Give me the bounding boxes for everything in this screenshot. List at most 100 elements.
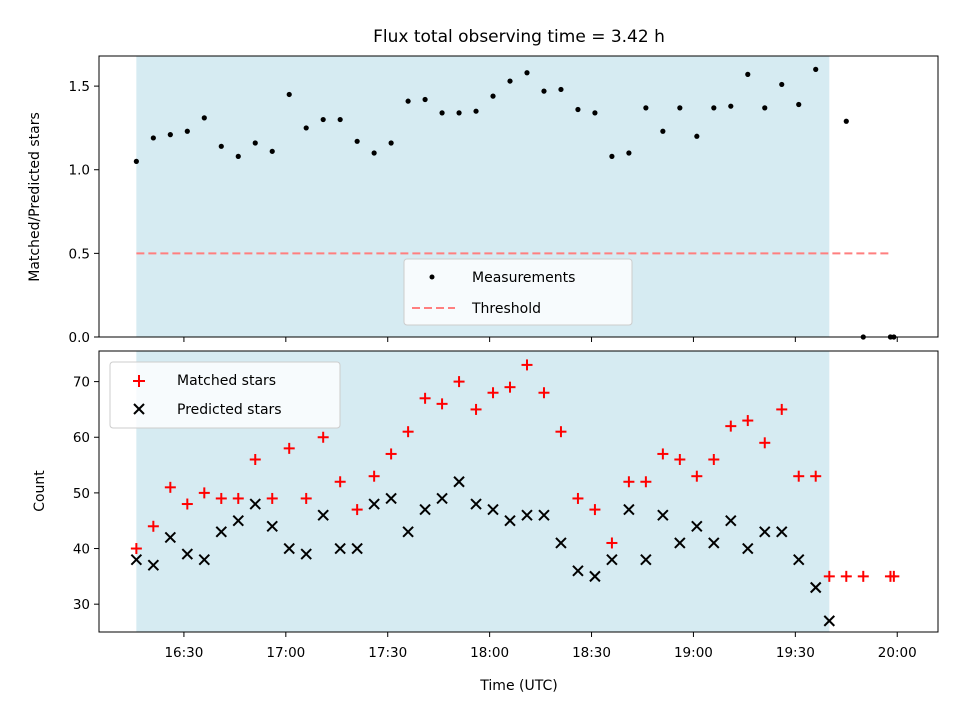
matched-star-point: [640, 476, 652, 488]
predicted-star-point: [147, 559, 160, 571]
matched-star-point: [487, 387, 499, 399]
matched-star-point: [538, 387, 550, 399]
measurement-point: [473, 108, 479, 114]
top-y-axis: 0.0 0.5 1.0 1.5: [69, 79, 99, 346]
x-b: [351, 542, 363, 555]
predicted-star-point: [334, 542, 346, 555]
measurement-point: [558, 86, 564, 93]
measurement-point: [609, 153, 615, 159]
matched-star-point: [147, 520, 159, 532]
predicted-star-point: [249, 498, 261, 510]
matched-star-point: [623, 476, 635, 488]
measurement-point: [184, 128, 190, 134]
x-tick-label: 16:30: [164, 645, 203, 661]
predicted-star-point: [810, 581, 822, 594]
bottom-legend: Matched stars Predicted stars: [109, 361, 341, 429]
predicted-star-point: [368, 498, 380, 510]
top-panel: 0.0 0.5 1.0 1.5 Matched/Predicted stars Mea…: [27, 55, 939, 346]
matched-star-point: [657, 448, 669, 460]
measurement-point: [201, 115, 207, 121]
x-b: [419, 503, 431, 516]
bottom-x-axis: 16:30 17:00 17:30 18:00 18:30 19:00 19:30 20:00: [164, 632, 917, 661]
predicted-star-point: [504, 515, 516, 527]
predicted-star-point: [266, 520, 278, 532]
top-series: [133, 66, 897, 340]
x-b: [504, 515, 516, 527]
y-tick-label: 50: [73, 486, 90, 502]
chart-title: Flux total observing time = 3.42 h: [373, 27, 665, 47]
y-tick-label: 40: [73, 542, 90, 558]
x-b: [623, 503, 635, 516]
x-b: [691, 520, 703, 532]
measurement-point: [796, 101, 802, 108]
bottom-legend-box: [109, 361, 341, 429]
matched-star-point: [300, 492, 312, 504]
measurement-point: [269, 148, 275, 154]
x-b: [402, 526, 414, 538]
legend-predicted-marker: [133, 403, 145, 415]
predicted-star-point: [606, 553, 618, 566]
matched-star-point: [888, 570, 900, 582]
matched-star-point: [810, 470, 822, 482]
matched-star-point: [368, 470, 380, 482]
measurement-point: [813, 66, 819, 72]
x-tick-label: 17:00: [266, 645, 305, 661]
x-b: [232, 515, 244, 527]
predicted-star-point: [623, 503, 635, 516]
measurement-point: [303, 125, 309, 131]
measurement-point: [524, 70, 530, 76]
x-tick-label: 19:30: [776, 645, 815, 661]
predicted-star-point: [640, 553, 652, 566]
top-y-axis-label: Matched/Predicted stars: [27, 112, 43, 282]
x-b: [470, 498, 482, 510]
x-b: [130, 553, 143, 566]
matched-star-point: [776, 403, 788, 415]
x-b: [572, 565, 584, 577]
matched-star-point: [351, 504, 363, 516]
predicted-star-point: [453, 476, 465, 488]
matched-star-point: [419, 392, 431, 404]
y-tick-label: 1.5: [69, 79, 90, 95]
x-b: [555, 537, 567, 549]
predicted-star-point: [759, 526, 771, 538]
legend-predicted-label: Predicted stars: [177, 402, 282, 418]
measurement-point: [762, 105, 768, 111]
matched-star-point: [823, 570, 835, 582]
measurement-point: [660, 128, 666, 134]
y-tick-label: 60: [73, 430, 90, 446]
matched-star-point: [385, 448, 397, 460]
legend-threshold-label: Threshold: [471, 301, 541, 317]
bottom-axes-frame: [98, 350, 939, 633]
matched-star-point: [232, 492, 244, 504]
matched-star-point: [453, 376, 465, 388]
legend-measurements-label: Measurements: [472, 270, 575, 286]
matched-star-point: [606, 537, 618, 549]
predicted-star-point: [402, 526, 414, 538]
x-b: [657, 509, 669, 521]
predicted-star-point: [691, 520, 703, 532]
measurement-point: [779, 81, 785, 88]
x-b: [810, 581, 822, 594]
measurement-point: [320, 116, 326, 123]
bottom-x-axis-label: Time (UTC): [479, 678, 557, 694]
measurement-point: [592, 110, 598, 116]
measurement-point: [745, 71, 751, 77]
predicted-star-point: [742, 542, 754, 555]
x-b: [538, 509, 550, 521]
x-tick-label: 20:00: [878, 645, 917, 661]
predicted-star-point: [300, 548, 312, 560]
measurement-point: [677, 105, 683, 111]
x-b: [742, 542, 754, 555]
x-b: [334, 542, 346, 555]
x-b: [606, 553, 618, 566]
predicted-star-point: [823, 615, 836, 627]
measurement-point: [456, 110, 462, 116]
measurement-point: [252, 140, 258, 146]
matched-star-point: [130, 543, 142, 555]
y-tick-label: 0.0: [69, 330, 90, 346]
predicted-star-point: [181, 548, 194, 560]
measurement-point: [643, 105, 649, 111]
bottom-panel: 30 40 50 60 70 16:30 17:00 17:30 18:00 18:30 19:0…: [32, 350, 939, 694]
predicted-star-point: [657, 509, 669, 521]
x-b: [215, 526, 227, 538]
